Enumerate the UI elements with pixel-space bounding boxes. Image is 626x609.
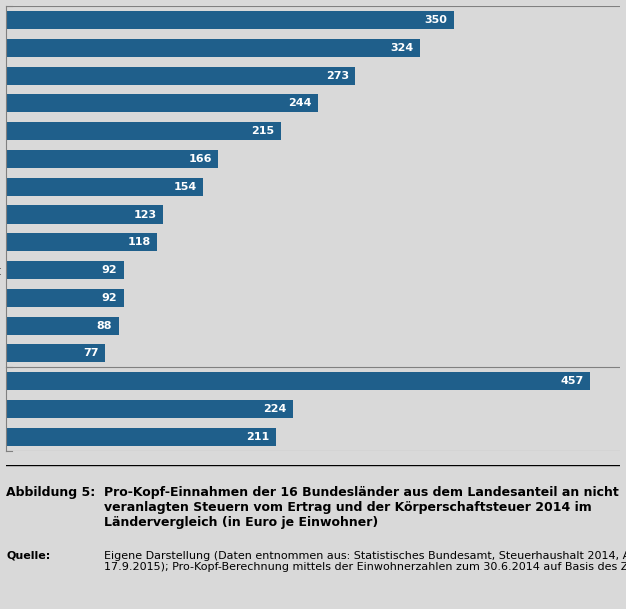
Bar <box>6 178 203 195</box>
Text: 92: 92 <box>102 265 118 275</box>
Bar <box>6 150 218 168</box>
Text: 123: 123 <box>134 209 157 219</box>
Text: 244: 244 <box>288 99 312 108</box>
Bar <box>6 94 318 113</box>
Text: 211: 211 <box>246 432 270 442</box>
Bar <box>6 345 105 362</box>
Bar <box>6 39 421 57</box>
Bar <box>6 66 355 85</box>
Text: 457: 457 <box>561 376 584 386</box>
Text: 88: 88 <box>97 321 112 331</box>
Text: 273: 273 <box>326 71 349 80</box>
Text: 215: 215 <box>252 126 275 136</box>
Text: 77: 77 <box>83 348 98 359</box>
Text: Pro-Kopf-Einnahmen der 16 Bundesländer aus dem Landesanteil an nicht
veranlagten: Pro-Kopf-Einnahmen der 16 Bundesländer a… <box>105 486 619 529</box>
Text: Quelle:: Quelle: <box>6 551 51 561</box>
Bar <box>6 11 454 29</box>
Bar <box>6 428 276 446</box>
Text: 118: 118 <box>128 238 151 247</box>
Bar <box>6 205 163 224</box>
Bar <box>6 289 124 307</box>
Text: 324: 324 <box>391 43 414 53</box>
Bar <box>6 400 292 418</box>
Bar <box>6 233 157 252</box>
Text: Eigene Darstellung (Daten entnommen aus: Statistisches Bundesamt, Steuerhaushalt: Eigene Darstellung (Daten entnommen aus:… <box>105 551 626 572</box>
Text: 92: 92 <box>102 293 118 303</box>
Text: Abbildung 5:: Abbildung 5: <box>6 486 96 499</box>
Bar <box>6 261 124 279</box>
Bar <box>6 317 119 335</box>
Text: 166: 166 <box>188 154 212 164</box>
Text: 224: 224 <box>263 404 286 414</box>
Text: 154: 154 <box>173 181 197 192</box>
Bar <box>6 372 590 390</box>
Text: 350: 350 <box>424 15 447 25</box>
Bar <box>6 122 281 140</box>
